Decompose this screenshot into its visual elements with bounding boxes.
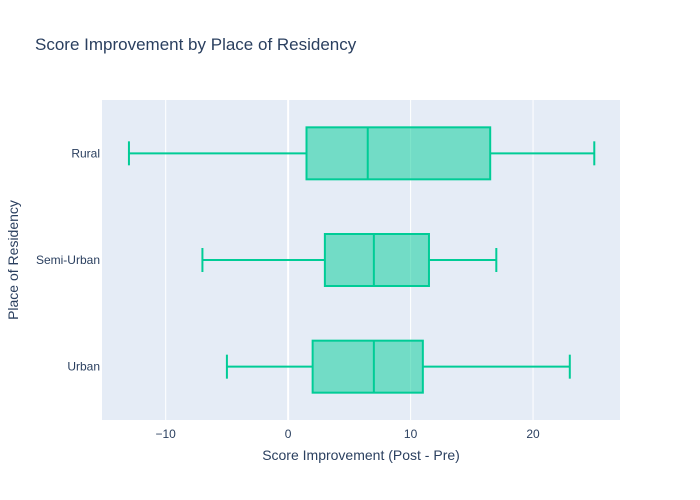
- iqr-box: [311, 339, 424, 394]
- x-tick-label: 10: [404, 427, 418, 441]
- x-tick-label: 0: [285, 427, 292, 441]
- x-tick-label: −10: [155, 427, 176, 441]
- iqr-box: [305, 126, 492, 181]
- y-tick-label: Rural: [71, 146, 100, 160]
- box-semi-urban: [201, 233, 498, 287]
- y-tick-label: Semi-Urban: [36, 253, 100, 267]
- x-tick-label: 20: [526, 427, 540, 441]
- box-rural: [127, 126, 596, 181]
- y-tick-label: Urban: [67, 360, 100, 374]
- iqr-box: [323, 233, 430, 287]
- y-axis-ticks: Rural Semi-Urban Urban: [36, 146, 100, 373]
- y-axis-title: Place of Residency: [5, 200, 21, 320]
- chart-title: Score Improvement by Place of Residency: [35, 35, 357, 54]
- x-axis-title: Score Improvement (Post - Pre): [262, 447, 460, 463]
- x-axis-ticks: −10 0 10 20: [155, 427, 540, 441]
- box-series: [127, 126, 596, 394]
- box-urban: [225, 339, 571, 394]
